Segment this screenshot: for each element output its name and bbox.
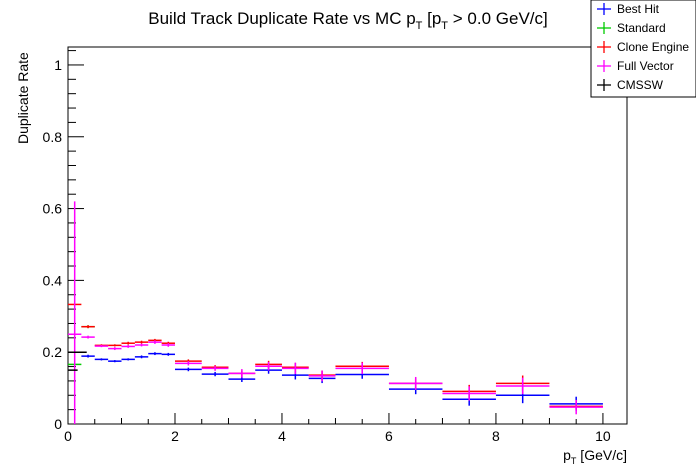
x-tick-label: 8 (492, 428, 500, 444)
legend-label: CMSSW (617, 78, 664, 92)
y-tick-label: 0.4 (43, 272, 63, 288)
series-full-vector (68, 201, 603, 424)
y-tick-label: 0.8 (43, 129, 63, 145)
y-tick-label: 0.2 (43, 344, 63, 360)
y-tick-label: 0.6 (43, 201, 63, 217)
x-tick-label: 10 (595, 428, 611, 444)
legend-label: Best Hit (617, 2, 660, 16)
y-tick-label: 0 (54, 416, 62, 432)
legend-label: Clone Engine (617, 40, 689, 54)
series-cmssw (68, 351, 87, 371)
y-axis-label: Duplicate Rate (15, 52, 31, 144)
series-best-hit (81, 352, 603, 412)
plot-frame (67, 46, 628, 425)
legend-label: Full Vector (617, 59, 674, 73)
legend-label: Standard (617, 21, 666, 35)
y-tick-label: 1 (54, 57, 62, 73)
legend: Best Hit Standard Clone Engine Full Vector C… (590, 0, 696, 98)
x-tick-label: 2 (171, 428, 179, 444)
x-tick-label: 4 (278, 428, 286, 444)
series-standard (68, 325, 95, 366)
x-tick-label: 6 (385, 428, 393, 444)
chart-title: Build Track Duplicate Rate vs MC pT [pT … (148, 9, 547, 32)
x-tick-label: 0 (64, 428, 72, 444)
x-axis-label: pT [GeV/c] (563, 447, 627, 466)
